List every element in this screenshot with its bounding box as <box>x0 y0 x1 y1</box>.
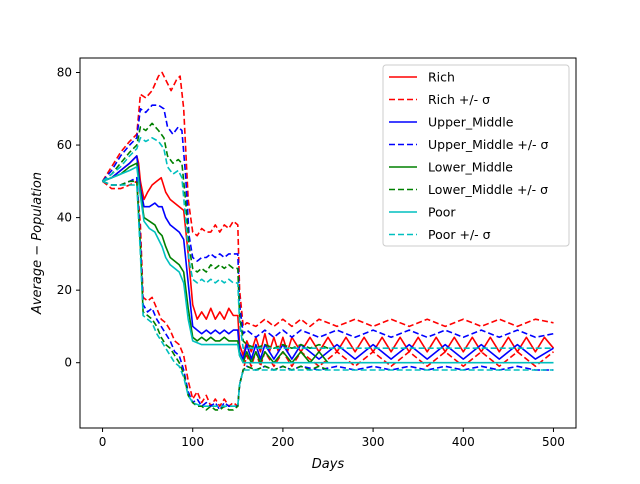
y-tick-label-2: 40 <box>57 211 72 225</box>
series-line-7 <box>102 122 329 349</box>
y-tick-label-3: 60 <box>57 138 72 152</box>
y-axis-ticks: 0 20 40 60 80 <box>57 66 80 370</box>
x-axis-ticks: 0 100 200 300 400 500 <box>99 428 565 449</box>
x-tick-label-3: 300 <box>362 435 385 449</box>
series-line-8 <box>102 180 329 411</box>
legend-label-7: Poor +/- σ <box>428 227 491 242</box>
y-tick-label-4: 80 <box>57 66 72 80</box>
series-line-3 <box>102 155 554 360</box>
series-line-6 <box>102 162 329 364</box>
y-axis-label: Average − Population <box>30 172 45 315</box>
series-line-1 <box>101 71 554 328</box>
legend-label-1: Rich +/- σ <box>428 92 490 107</box>
series-line-10 <box>102 137 554 349</box>
legend-label-2: Upper_Middle <box>428 115 514 130</box>
x-axis-label: Days <box>312 457 345 472</box>
legend-label-0: Rich <box>428 70 455 85</box>
series-line-2 <box>101 180 555 407</box>
legend-box <box>382 64 570 247</box>
plot-frame <box>79 57 577 429</box>
series-line-11 <box>102 180 554 407</box>
y-tick-label-1: 20 <box>57 283 72 297</box>
y-tick-label-0: 0 <box>64 356 72 370</box>
x-tick-label-2: 200 <box>271 435 294 449</box>
legend-label-4: Lower_Middle <box>428 160 513 175</box>
series-line-4 <box>101 104 554 339</box>
series-line-9 <box>102 166 554 364</box>
legend: Rich Rich +/- σ Upper_Middle Upper_Middle +… <box>382 64 570 247</box>
series-layer <box>101 71 555 411</box>
x-tick-label-5: 500 <box>542 435 565 449</box>
series-line-5 <box>102 176 554 411</box>
legend-label-3: Upper_Middle +/- σ <box>428 137 549 152</box>
x-tick-label-1: 100 <box>181 435 204 449</box>
x-tick-label-0: 0 <box>99 435 107 449</box>
legend-label-6: Poor <box>428 205 456 220</box>
legend-label-5: Lower_Middle +/- σ <box>428 182 548 197</box>
x-tick-label-4: 400 <box>452 435 475 449</box>
